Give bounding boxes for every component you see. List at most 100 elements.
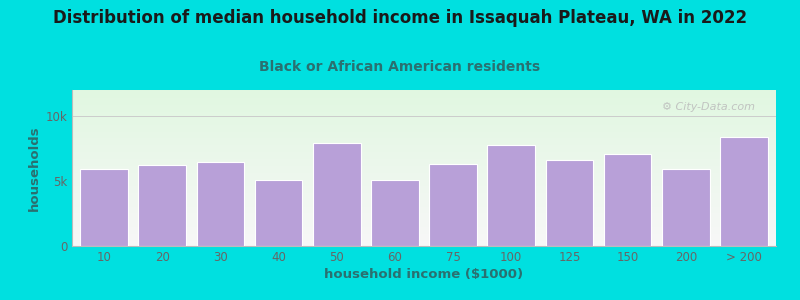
Bar: [72, 141, 776, 142]
Bar: [72, 208, 776, 209]
Bar: [72, 214, 776, 215]
Bar: [72, 187, 776, 188]
Text: Black or African American residents: Black or African American residents: [259, 60, 541, 74]
Bar: [72, 193, 776, 194]
Bar: [72, 176, 776, 177]
Bar: [72, 235, 776, 236]
Bar: [72, 239, 776, 240]
Bar: [72, 215, 776, 216]
Bar: [72, 178, 776, 179]
Bar: [72, 119, 776, 120]
Bar: [72, 238, 776, 239]
Bar: [72, 204, 776, 205]
Bar: [72, 117, 776, 118]
Bar: [72, 125, 776, 126]
Bar: [72, 174, 776, 175]
Bar: [72, 207, 776, 208]
Bar: [72, 216, 776, 217]
Bar: [72, 139, 776, 140]
Bar: [72, 196, 776, 197]
Bar: [72, 180, 776, 181]
Bar: [72, 205, 776, 206]
Bar: [662, 169, 710, 246]
Bar: [72, 227, 776, 228]
Bar: [720, 137, 768, 246]
Bar: [72, 158, 776, 159]
Bar: [72, 190, 776, 191]
Bar: [72, 225, 776, 226]
Bar: [72, 100, 776, 101]
Bar: [72, 155, 776, 156]
Bar: [72, 151, 776, 152]
Bar: [72, 188, 776, 189]
Bar: [72, 157, 776, 158]
Bar: [72, 136, 776, 137]
Bar: [72, 111, 776, 112]
Bar: [72, 171, 776, 172]
Bar: [72, 189, 776, 190]
Bar: [72, 98, 776, 99]
Bar: [72, 97, 776, 98]
Bar: [72, 220, 776, 221]
Bar: [72, 200, 776, 201]
Bar: [72, 173, 776, 174]
Bar: [138, 165, 186, 246]
Bar: [72, 132, 776, 133]
Bar: [72, 168, 776, 169]
Bar: [72, 226, 776, 227]
Bar: [72, 172, 776, 173]
Bar: [487, 145, 535, 246]
Bar: [72, 106, 776, 107]
Bar: [72, 95, 776, 96]
Bar: [72, 92, 776, 93]
Bar: [72, 212, 776, 213]
Bar: [72, 121, 776, 122]
Bar: [72, 138, 776, 139]
Bar: [72, 184, 776, 185]
Bar: [72, 96, 776, 97]
Bar: [72, 244, 776, 245]
Bar: [72, 108, 776, 109]
Bar: [72, 242, 776, 243]
Bar: [72, 236, 776, 237]
Bar: [72, 224, 776, 225]
Bar: [72, 134, 776, 135]
Bar: [72, 103, 776, 104]
Bar: [72, 179, 776, 180]
Bar: [72, 198, 776, 199]
Bar: [72, 129, 776, 130]
Bar: [72, 109, 776, 110]
Bar: [72, 128, 776, 129]
Bar: [72, 140, 776, 141]
Bar: [72, 194, 776, 195]
Text: ⚙ City-Data.com: ⚙ City-Data.com: [662, 103, 755, 112]
Bar: [72, 195, 776, 196]
Bar: [72, 213, 776, 214]
Bar: [72, 116, 776, 117]
Bar: [72, 201, 776, 202]
Bar: [72, 127, 776, 128]
Bar: [72, 203, 776, 204]
Bar: [72, 232, 776, 233]
Bar: [72, 228, 776, 229]
Bar: [197, 161, 244, 246]
Bar: [72, 150, 776, 151]
Bar: [430, 164, 477, 246]
Bar: [72, 113, 776, 114]
Bar: [72, 101, 776, 102]
Bar: [72, 145, 776, 146]
Bar: [72, 221, 776, 222]
Bar: [72, 99, 776, 100]
Bar: [72, 114, 776, 115]
X-axis label: household income ($1000): household income ($1000): [325, 268, 523, 281]
Bar: [72, 93, 776, 94]
Bar: [72, 209, 776, 210]
Bar: [254, 180, 302, 246]
Bar: [72, 160, 776, 161]
Bar: [72, 115, 776, 116]
Bar: [72, 118, 776, 119]
Bar: [72, 94, 776, 95]
Bar: [72, 146, 776, 147]
Bar: [72, 167, 776, 168]
Bar: [72, 104, 776, 105]
